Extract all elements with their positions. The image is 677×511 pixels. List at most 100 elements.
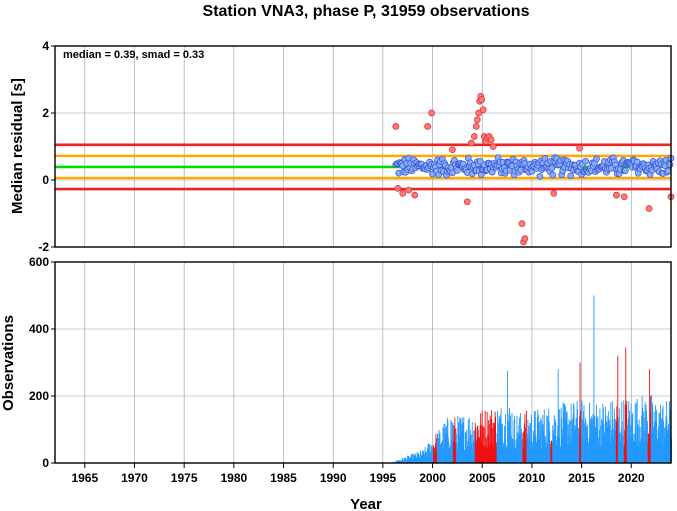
observation-bar: [602, 404, 604, 463]
observation-bar: [576, 401, 578, 463]
observation-bar: [404, 458, 406, 463]
observation-bar: [619, 434, 621, 463]
observation-bar: [493, 447, 495, 463]
observation-bar: [590, 418, 591, 463]
observation-bar: [631, 414, 633, 463]
observation-bar: [641, 415, 643, 463]
observation-bar: [425, 450, 426, 463]
observation-bar: [471, 434, 473, 463]
observation-bar: [567, 445, 569, 463]
observation-bar: [404, 457, 406, 463]
observation-bar: [400, 460, 402, 463]
observation-bar: [419, 453, 421, 463]
observation-bar: [523, 423, 525, 463]
x-tick-label: 2005: [469, 471, 496, 485]
y-tick-label: 0: [42, 173, 49, 187]
y-tick-label: 2: [42, 106, 49, 120]
observation-bar: [660, 405, 661, 463]
observation-bar: [495, 442, 497, 463]
observation-bar: [558, 437, 560, 463]
observation-bar: [548, 408, 550, 463]
observation-bar: [651, 394, 653, 463]
observation-bar: [405, 461, 407, 463]
observation-bar: [445, 433, 447, 463]
outlier-point: [489, 143, 497, 150]
observation-bar: [531, 442, 533, 463]
observation-bar: [646, 410, 648, 463]
observation-bar: [572, 418, 574, 463]
observation-bar: [562, 402, 564, 463]
observation-bar: [630, 437, 632, 463]
observation-bar: [598, 430, 600, 463]
observation-bar: [573, 405, 575, 463]
observation-bar: [517, 433, 519, 463]
observation-bar: [465, 431, 467, 463]
observation-bar: [507, 370, 508, 463]
observation-bar: [628, 401, 630, 463]
observation-bar: [591, 418, 593, 463]
observation-bar: [437, 433, 438, 463]
observation-bar: [498, 423, 500, 463]
outlier-point: [620, 193, 628, 201]
residual-point: [666, 161, 674, 168]
observation-bar: [627, 440, 629, 463]
observation-bar: [550, 443, 552, 463]
observation-bar: [436, 438, 438, 463]
observation-bar: [639, 441, 641, 463]
observation-bar: [512, 439, 514, 463]
observation-bar: [563, 412, 565, 463]
observation-bar: [476, 425, 478, 463]
observation-bar: [502, 423, 503, 463]
observation-bar: [613, 408, 615, 463]
y-tick-label: 4: [42, 39, 49, 53]
observation-bar: [665, 416, 667, 463]
observation-bar: [650, 396, 652, 463]
observation-bar: [577, 409, 579, 463]
observation-bar: [554, 419, 556, 463]
observation-bar: [592, 414, 594, 463]
observation-bar: [401, 460, 403, 463]
observation-bar: [620, 441, 622, 463]
observation-bar: [597, 444, 599, 463]
observation-bar: [646, 441, 648, 463]
observations-frame: [54, 261, 672, 464]
observation-bar: [457, 424, 459, 463]
observation-bar: [589, 438, 591, 463]
observation-bar: [434, 451, 436, 463]
observation-bar: [577, 427, 579, 463]
observation-bar: [557, 425, 559, 463]
observation-bar: [416, 452, 418, 463]
observation-bar: [455, 428, 457, 463]
observation-bar: [651, 402, 653, 463]
observation-bar: [396, 460, 398, 463]
observation-bar: [645, 405, 647, 463]
observation-bar: [465, 448, 467, 463]
observation-bar: [565, 413, 567, 463]
observation-bar: [582, 444, 584, 463]
observation-bar: [480, 442, 482, 463]
observation-bar: [510, 415, 511, 463]
observation-bar: [449, 447, 451, 463]
observation-bar: [435, 443, 436, 463]
observation-bar: [497, 411, 499, 463]
observation-bar: [661, 418, 662, 463]
observation-bar: [483, 444, 485, 463]
observation-bar: [636, 399, 638, 463]
observation-bar: [441, 440, 443, 463]
observation-bar: [565, 406, 567, 463]
observation-bar: [572, 414, 574, 463]
observation-bar: [551, 440, 553, 463]
observation-bar: [429, 444, 431, 463]
observation-bar: [664, 427, 665, 463]
observation-bar: [593, 416, 594, 463]
observation-bar: [533, 411, 535, 463]
observation-bar: [417, 454, 419, 463]
observation-bar: [600, 418, 602, 463]
outlier-point: [473, 116, 481, 124]
observation-bar: [579, 416, 580, 463]
observation-bar: [593, 295, 595, 463]
observation-bar: [424, 447, 426, 463]
observation-bar: [622, 446, 624, 463]
observation-bar: [502, 442, 504, 463]
observation-bar: [395, 461, 397, 463]
